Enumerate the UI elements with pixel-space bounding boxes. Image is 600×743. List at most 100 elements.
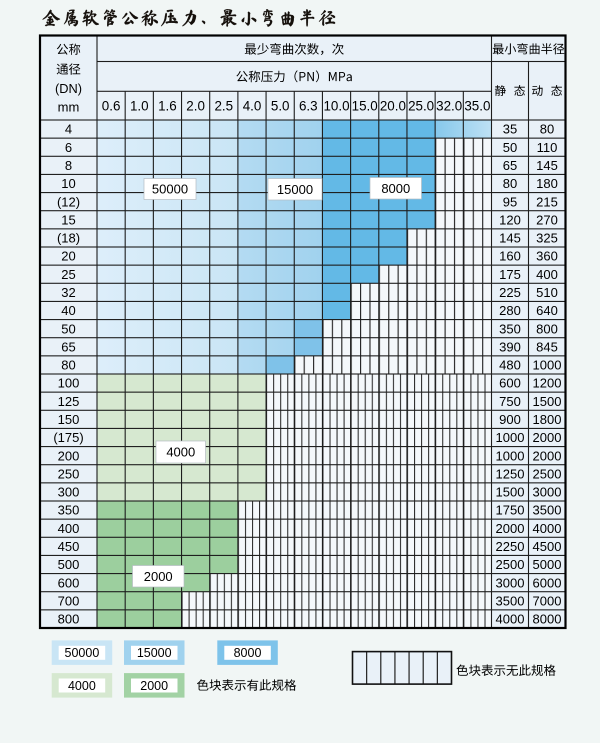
svg-text:175: 175 [499,267,521,282]
svg-text:215: 215 [536,194,558,209]
svg-text:700: 700 [58,593,80,608]
svg-text:10: 10 [61,176,75,191]
svg-text:4500: 4500 [533,539,562,554]
svg-text:270: 270 [536,212,558,227]
svg-text:6.3: 6.3 [299,99,318,114]
svg-text:145: 145 [536,158,558,173]
svg-text:150: 150 [58,412,80,427]
svg-text:5.0: 5.0 [271,99,290,114]
svg-text:2.0: 2.0 [186,99,205,114]
svg-text:1800: 1800 [533,412,562,427]
svg-text:400: 400 [58,521,80,536]
svg-text:1.0: 1.0 [130,99,149,114]
svg-text:360: 360 [536,249,558,264]
svg-text:510: 510 [536,285,558,300]
svg-text:25.0: 25.0 [408,99,434,114]
svg-text:80: 80 [61,358,75,373]
svg-text:4000: 4000 [68,679,96,693]
svg-text:3500: 3500 [533,503,562,518]
svg-text:2000: 2000 [533,448,562,463]
svg-text:20: 20 [61,249,75,264]
svg-text:2000: 2000 [140,679,168,693]
svg-text:50000: 50000 [65,646,100,660]
svg-text:4: 4 [65,122,72,137]
svg-text:160: 160 [499,249,521,264]
svg-text:15000: 15000 [277,182,313,197]
svg-text:35: 35 [503,122,517,137]
svg-text:300: 300 [58,485,80,500]
svg-text:750: 750 [499,394,521,409]
svg-text:40: 40 [61,303,75,318]
svg-text:1250: 1250 [496,466,525,481]
svg-text:4000: 4000 [166,445,195,460]
svg-text:110: 110 [537,140,558,155]
svg-text:80: 80 [503,176,517,191]
svg-text:2000: 2000 [533,430,562,445]
svg-text:2000: 2000 [496,521,525,536]
svg-text:100: 100 [58,376,80,391]
svg-text:845: 845 [536,339,558,354]
svg-text:2.5: 2.5 [214,99,233,114]
svg-text:65: 65 [503,158,517,173]
svg-text:2500: 2500 [496,557,525,572]
svg-text:(175): (175) [53,430,83,445]
svg-text:8000: 8000 [533,612,562,627]
svg-text:mm: mm [58,99,80,114]
svg-text:(18): (18) [57,231,80,246]
svg-text:600: 600 [499,376,521,391]
svg-text:800: 800 [536,321,558,336]
svg-text:5000: 5000 [533,557,562,572]
svg-text:0.6: 0.6 [102,99,121,114]
svg-text:3000: 3000 [533,485,562,500]
svg-text:280: 280 [499,303,521,318]
svg-text:20.0: 20.0 [380,99,406,114]
svg-text:2500: 2500 [533,466,562,481]
svg-text:6: 6 [65,140,72,155]
svg-text:35.0: 35.0 [464,99,490,114]
svg-text:8: 8 [65,158,72,173]
svg-text:1500: 1500 [496,485,525,500]
svg-text:(12): (12) [57,194,80,209]
svg-text:500: 500 [58,557,80,572]
svg-text:1000: 1000 [496,448,525,463]
svg-text:50: 50 [503,140,517,155]
svg-text:900: 900 [499,412,521,427]
svg-text:3000: 3000 [496,575,525,590]
svg-text:4000: 4000 [533,521,562,536]
svg-text:8000: 8000 [381,181,410,196]
svg-text:2000: 2000 [144,569,173,584]
svg-text:80: 80 [540,122,554,137]
svg-text:350: 350 [499,321,521,336]
svg-text:1000: 1000 [496,430,525,445]
svg-text:4.0: 4.0 [243,99,262,114]
svg-text:800: 800 [58,612,80,627]
svg-text:145: 145 [499,231,521,246]
svg-text:250: 250 [58,466,80,481]
svg-text:15000: 15000 [137,646,172,660]
svg-text:125: 125 [58,394,80,409]
svg-text:120: 120 [499,212,521,227]
svg-text:65: 65 [61,339,75,354]
svg-text:390: 390 [499,339,521,354]
svg-text:8000: 8000 [234,646,262,660]
svg-text:200: 200 [58,448,80,463]
svg-text:2250: 2250 [496,539,525,554]
svg-text:325: 325 [536,231,558,246]
svg-text:350: 350 [58,503,80,518]
svg-text:225: 225 [499,285,521,300]
svg-text:10.0: 10.0 [323,99,349,114]
svg-text:1500: 1500 [533,394,562,409]
svg-text:600: 600 [58,575,80,590]
svg-text:1000: 1000 [533,358,562,373]
svg-text:1.6: 1.6 [158,99,177,114]
svg-text:180: 180 [536,176,558,191]
svg-text:1750: 1750 [496,503,525,518]
svg-text:15.0: 15.0 [352,99,378,114]
svg-text:(DN): (DN) [55,81,82,96]
svg-text:480: 480 [499,358,521,373]
svg-text:32.0: 32.0 [436,99,462,114]
svg-text:400: 400 [536,267,558,282]
svg-text:50000: 50000 [152,182,188,197]
svg-text:1200: 1200 [533,376,562,391]
svg-text:640: 640 [536,303,558,318]
